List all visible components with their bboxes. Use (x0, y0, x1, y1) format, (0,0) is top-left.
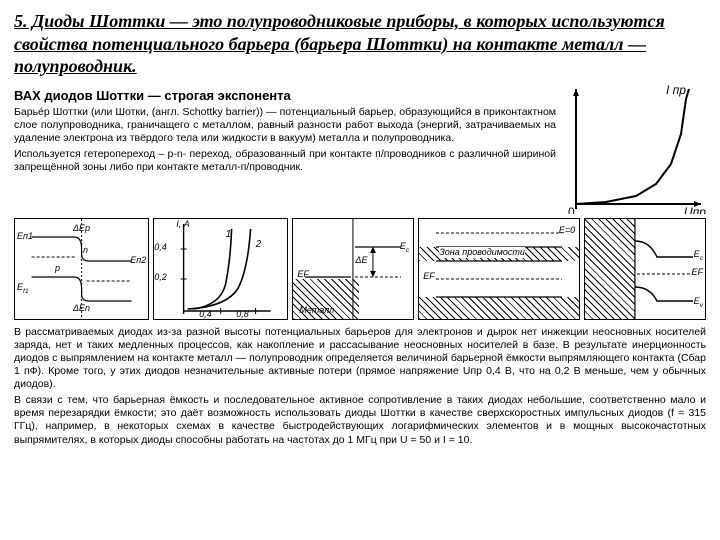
label-p: p (55, 263, 60, 274)
label-E0: E=0 (559, 225, 575, 236)
paragraph-4: В связи с тем, что барьерная ёмкость и п… (14, 394, 706, 447)
paragraph-3: В рассматриваемых диодах из-за разной вы… (14, 326, 706, 392)
label-Ef: Ef1 (17, 282, 29, 296)
label-n: n (83, 245, 88, 256)
y-label-2: I, А (176, 219, 190, 230)
paragraph-1: Барье́р Шоттки (или Шотки, (англ. Schott… (14, 106, 556, 145)
top-text-block: ВАХ диодов Шоттки — строгая экспонента Б… (14, 84, 556, 214)
x-axis-label: Uпр (684, 205, 706, 214)
paragraph-2: Используется гетеропереход – p-n- перехо… (14, 148, 556, 174)
subheading: ВАХ диодов Шоттки — строгая экспонента (14, 88, 556, 104)
band-diagram-1: Eп1 Eп2 Ef1 p n ΔEp ΔEn (14, 218, 149, 320)
label-zone: Зона проводимости (439, 247, 525, 258)
label-metal: Металл (299, 305, 334, 316)
label-Ep2: Eп2 (130, 255, 146, 266)
label-dEn: ΔEn (73, 303, 90, 314)
diagram-row: Eп1 Eп2 Ef1 p n ΔEp ΔEn 1 2 I, А 0,4 0,2… (14, 218, 706, 320)
band-diagram-bent: Ec EF Ev (584, 218, 706, 320)
label-Ef-m: EF (297, 269, 309, 280)
label-Ef-b: EF (691, 267, 703, 278)
section-heading: 5. Диоды Шоттки — это полупроводниковые … (14, 10, 706, 78)
svg-text:2: 2 (255, 239, 262, 250)
svg-text:1: 1 (226, 229, 232, 240)
origin-label: 0 (568, 205, 575, 214)
iv-chart-2: 1 2 I, А 0,4 0,2 0,4 0,8 (153, 218, 288, 320)
label-Ec-m: Ec (400, 241, 409, 255)
top-row: ВАХ диодов Шоттки — строгая экспонента Б… (14, 84, 706, 214)
xtick-08: 0,8 (236, 309, 249, 320)
label-Ep1: Eп1 (17, 231, 33, 242)
iv-curve-chart: I пр Uпр 0 (566, 84, 706, 214)
label-Ev-b: Ev (694, 296, 703, 310)
band-diagram-zone: E=0 Зона проводимости EF (418, 218, 580, 320)
ytick-04: 0,4 (154, 242, 167, 253)
xtick-04: 0,4 (199, 309, 212, 320)
label-dE: ΔE (355, 255, 367, 266)
label-dEp: ΔEp (73, 223, 90, 234)
band-diagram-metal: Ec EF ΔE Металл (292, 218, 414, 320)
ytick-02: 0,2 (154, 272, 167, 283)
label-Ec-b: Ec (694, 249, 703, 263)
label-Ef-z: EF (423, 271, 435, 282)
y-axis-label: I пр (666, 84, 686, 97)
